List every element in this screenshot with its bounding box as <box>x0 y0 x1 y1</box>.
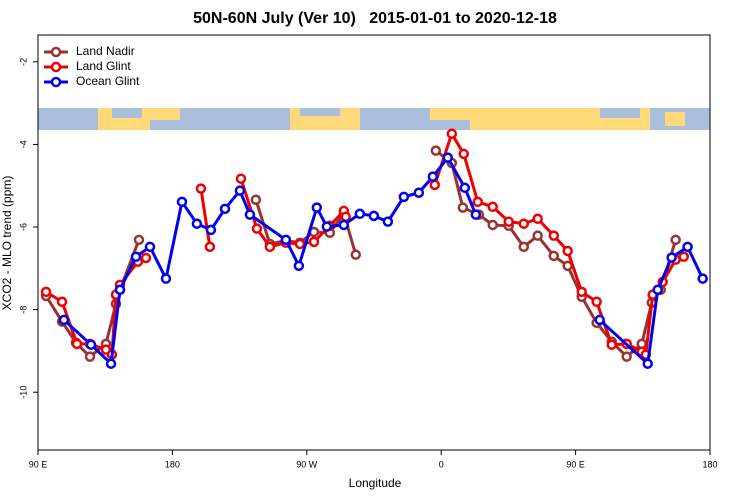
y-tick-label: -2 <box>18 58 28 66</box>
point <box>666 252 677 263</box>
point <box>85 339 97 350</box>
point <box>130 251 142 262</box>
point <box>340 211 352 222</box>
point <box>191 218 203 229</box>
point <box>311 202 323 213</box>
point <box>105 358 117 369</box>
point <box>430 145 442 156</box>
point <box>446 128 458 139</box>
x-tick-label: 90 W <box>296 459 318 469</box>
point <box>234 185 246 196</box>
point <box>621 351 632 362</box>
legend-label: Ocean Glint <box>76 74 140 88</box>
point <box>71 338 83 350</box>
point <box>678 251 689 262</box>
y-axis-label: XCO2 - MLO trend (ppm) <box>0 176 14 311</box>
point <box>264 241 276 253</box>
point <box>338 219 350 231</box>
point <box>205 224 217 236</box>
point <box>321 221 333 232</box>
y-tick-label: -8 <box>18 306 28 314</box>
point <box>382 216 394 227</box>
point <box>591 296 602 308</box>
point <box>160 273 172 284</box>
point <box>114 284 126 296</box>
legend-marker <box>50 61 62 73</box>
x-tick-label: 180 <box>165 459 180 469</box>
point <box>176 196 188 208</box>
point <box>56 296 68 308</box>
point <box>548 250 560 262</box>
legend-label: Land Glint <box>76 59 131 73</box>
point <box>204 241 216 253</box>
point <box>250 194 262 206</box>
point <box>144 241 156 253</box>
point <box>503 216 514 227</box>
point <box>518 218 530 229</box>
point <box>562 245 573 257</box>
point <box>413 187 425 198</box>
x-tick-label: 180 <box>702 459 717 469</box>
point <box>487 201 498 213</box>
point <box>235 173 247 184</box>
y-tick-label: -4 <box>18 140 28 148</box>
point <box>594 314 605 326</box>
legend-marker <box>50 76 62 88</box>
point <box>682 241 693 253</box>
point <box>368 210 380 222</box>
point <box>140 252 152 264</box>
x-tick-label: 90 E <box>566 459 585 469</box>
point <box>532 230 543 241</box>
x-tick-label: 90 E <box>29 459 48 469</box>
point <box>398 191 410 203</box>
point <box>244 209 256 220</box>
legend-label: Land Nadir <box>76 44 135 58</box>
point <box>532 213 543 225</box>
point <box>442 152 454 163</box>
point <box>427 171 439 182</box>
point <box>195 183 207 194</box>
point <box>429 179 441 191</box>
point <box>518 241 530 253</box>
point <box>472 196 484 208</box>
point <box>350 249 362 260</box>
point <box>670 234 681 246</box>
point <box>606 339 617 350</box>
point <box>133 234 145 246</box>
point <box>697 273 708 284</box>
y-tick-label: -10 <box>18 386 28 399</box>
point <box>652 284 663 296</box>
point <box>459 182 471 194</box>
point <box>58 314 70 326</box>
point <box>458 148 469 160</box>
point <box>294 238 306 250</box>
x-tick-label: 0 <box>439 459 444 469</box>
point <box>354 208 366 220</box>
x-axis-label: Longitude <box>349 476 402 490</box>
chart-title: 50N-60N July (Ver 10) 2015-01-01 to 2020… <box>193 10 557 27</box>
point <box>470 209 482 220</box>
plot-frame <box>37 34 711 451</box>
point <box>84 351 96 362</box>
point <box>457 202 469 213</box>
point <box>308 236 320 248</box>
y-tick-label: -6 <box>18 223 28 231</box>
point <box>251 223 263 234</box>
point <box>219 203 231 215</box>
map-strip <box>38 108 710 130</box>
legend-marker <box>50 46 62 58</box>
point <box>40 286 52 298</box>
point <box>548 230 560 241</box>
point <box>280 234 292 246</box>
point <box>642 358 653 369</box>
point <box>293 260 305 272</box>
point <box>487 219 498 231</box>
point <box>576 286 587 298</box>
